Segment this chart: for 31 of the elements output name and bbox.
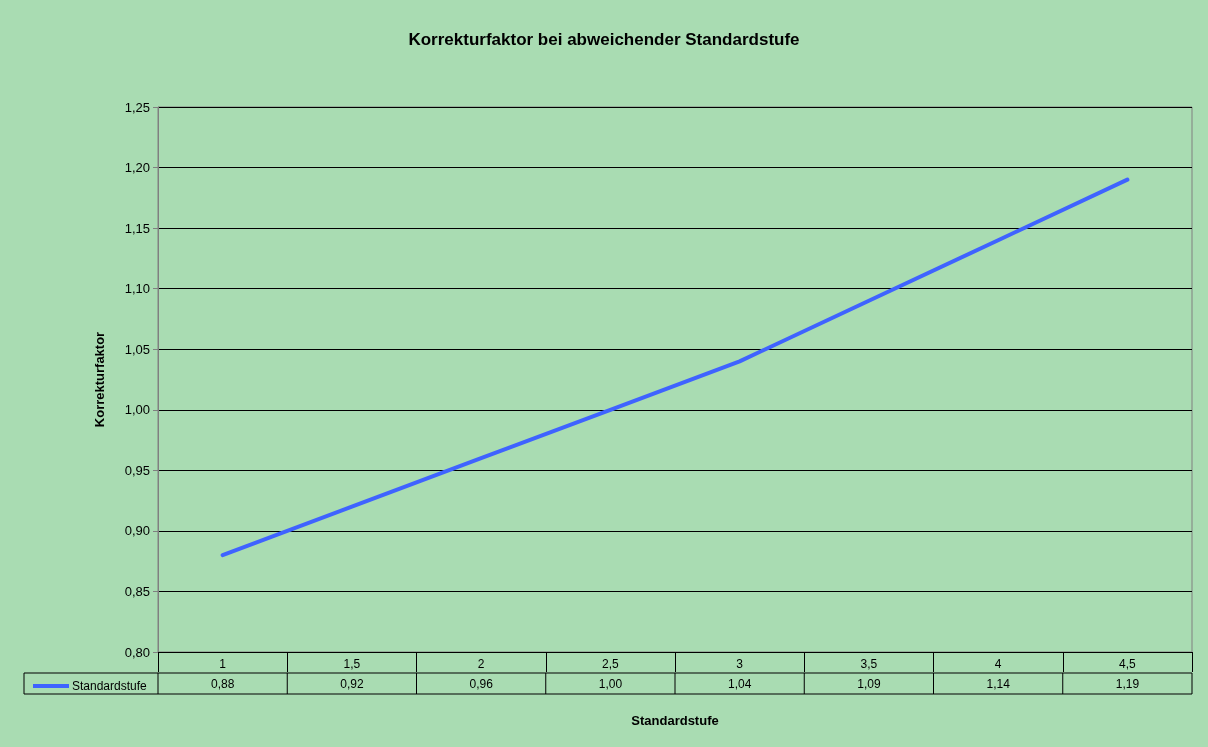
x-tick-label: 1,5 [343,657,361,671]
data-label: 0,92 [340,676,364,691]
x-tick-label: 2 [477,657,485,671]
data-label: 0,88 [210,676,235,691]
x-tick-label: 3,5 [860,657,878,671]
y-axis-title: Korrekturfaktor [92,331,107,428]
y-tick-label: 0,95 [124,462,150,478]
data-label: 1,09 [857,676,881,691]
chart-title: Korrekturfaktor bei abweichender Standardstufe [408,30,800,49]
legend-label: Standardstufe [72,679,148,693]
x-tick-label: 2,5 [602,657,620,671]
y-tick-label: 1,00 [124,402,150,418]
y-tick-label: 0,90 [124,523,150,539]
data-label: 1,14 [986,676,1011,691]
x-tick-label: 1 [219,657,227,671]
y-tick-label: 1,05 [124,341,150,357]
data-label: 1,04 [727,676,752,691]
y-tick-label: 1,25 [124,99,150,115]
line-series [220,177,1130,558]
y-tick-label: 0,85 [124,583,150,599]
x-tick-label: 4,5 [1119,657,1137,671]
data-label: 1,19 [1115,676,1140,691]
x-axis-title: Standardstufe [631,713,719,728]
data-label: 0,96 [469,676,494,691]
y-tick-label: 1,20 [124,160,150,176]
data-label: 1,00 [598,676,623,691]
y-tick-label: 1,10 [124,281,150,297]
y-tick-label: 1,15 [124,220,150,236]
x-tick-label: 4 [994,657,1002,671]
y-tick-label: 0,80 [124,644,150,660]
x-tick-label: 3 [736,657,744,671]
